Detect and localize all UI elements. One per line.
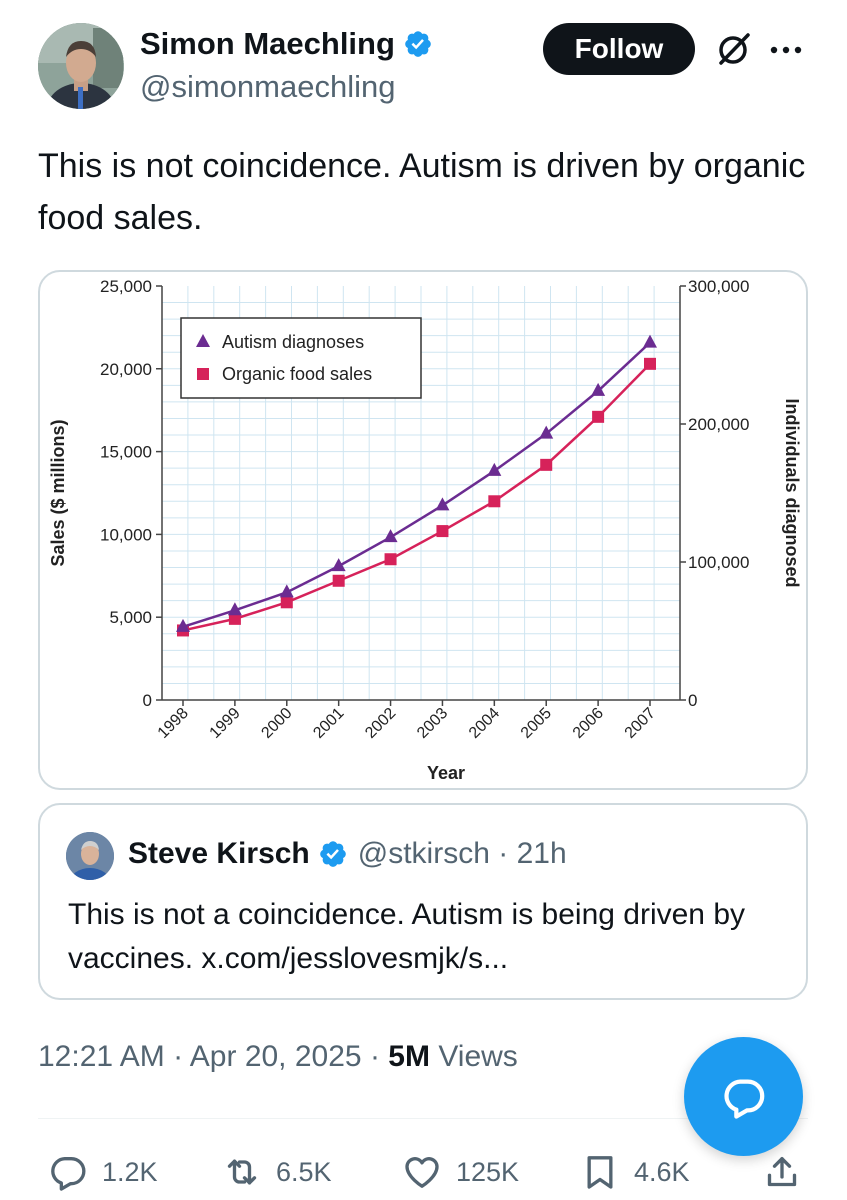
y-right-tick-label: 200,000 — [688, 415, 749, 434]
divider — [38, 1118, 808, 1119]
tweet-text: This is not coincidence. Autism is drive… — [38, 147, 806, 237]
x-axis-label: Year — [427, 763, 465, 783]
repost-button[interactable]: 6.5K — [222, 1150, 332, 1194]
views-label: Views — [438, 1040, 518, 1073]
quote-separator: · — [498, 837, 509, 870]
data-point-square — [280, 596, 293, 609]
quote-author-handle: @stkirsch — [357, 837, 490, 870]
data-point-triangle — [279, 584, 294, 598]
legend-marker-triangle — [196, 334, 210, 347]
y-left-tick-label: 25,000 — [100, 277, 152, 296]
data-point-triangle — [331, 558, 346, 572]
x-tick-label: 1999 — [207, 705, 244, 742]
reply-button[interactable]: 1.2K — [48, 1150, 158, 1194]
author-handle[interactable]: @simonmaechling — [140, 69, 396, 104]
y-left-tick-label: 15,000 — [100, 443, 152, 462]
quote-author-name: Steve Kirsch — [128, 837, 310, 870]
data-point-square — [592, 410, 605, 423]
author-avatar[interactable] — [38, 23, 124, 109]
data-point-square — [644, 357, 656, 370]
tweet-date: Apr 20, 2025 — [189, 1040, 362, 1073]
data-point-square — [488, 495, 501, 508]
y-right-tick-label: 0 — [688, 691, 697, 710]
compose-reply-fab[interactable] — [684, 1037, 803, 1156]
y-right-tick-label: 100,000 — [688, 553, 749, 572]
x-tick-label: 2000 — [258, 705, 295, 742]
quote-text: This is not a coincidence. Autism is bei… — [68, 898, 746, 975]
grok-icon[interactable] — [715, 29, 755, 69]
y-left-tick-label: 0 — [143, 691, 152, 710]
meta-separator: · — [369, 1040, 380, 1073]
share-button[interactable] — [762, 1150, 802, 1194]
reply-icon — [51, 1157, 86, 1191]
x-tick-label: 1998 — [155, 705, 192, 742]
y-right-axis-label: Individuals diagnosed — [782, 398, 802, 587]
more-options-icon[interactable] — [766, 30, 806, 70]
series-line — [182, 362, 651, 632]
bookmark-button[interactable]: 4.6K — [580, 1150, 690, 1194]
legend-label: Autism diagnoses — [222, 332, 364, 352]
data-point-square — [384, 553, 397, 566]
like-count: 125K — [456, 1156, 520, 1187]
x-tick-label: 2004 — [466, 705, 503, 742]
legend-label: Organic food sales — [222, 364, 372, 384]
repost-icon — [227, 1159, 257, 1185]
share-icon — [767, 1157, 797, 1187]
x-tick-label: 2002 — [362, 705, 399, 742]
data-point-square — [332, 574, 345, 587]
data-point-square — [228, 612, 241, 625]
reply-count: 1.2K — [102, 1156, 158, 1187]
data-point-triangle — [539, 425, 554, 439]
follow-button[interactable]: Follow — [543, 23, 695, 75]
legend-box — [180, 317, 422, 399]
quote-timestamp: 21h — [516, 837, 567, 870]
data-point-triangle — [643, 334, 657, 348]
data-point-triangle — [176, 618, 190, 632]
quote-verified-badge-icon — [319, 841, 346, 867]
verified-badge-icon — [405, 31, 431, 57]
data-point-triangle — [435, 497, 450, 511]
chart-image-card[interactable]: 0 5,000 10,000 15,000 20,000 25,000 0 100,000 20… — [38, 270, 808, 790]
data-point-square — [436, 525, 449, 538]
data-point-triangle — [591, 382, 606, 396]
data-point-triangle — [487, 462, 502, 476]
y-left-tick-label: 20,000 — [100, 360, 152, 379]
repost-count: 6.5K — [276, 1156, 332, 1187]
tweet-meta: 12:21 AM · Apr 20, 2025 · 5M Views — [38, 1040, 518, 1074]
author-name-text[interactable]: Simon Maechling — [140, 26, 395, 61]
series-line — [182, 341, 651, 629]
x-tick-label: 2001 — [310, 705, 347, 742]
views-count: 5M — [388, 1040, 430, 1073]
quote-header: Steve Kirsch @stkirsch · 21h — [128, 837, 567, 871]
y-left-tick-label: 10,000 — [100, 525, 152, 544]
chat-bubble-icon — [723, 1079, 764, 1119]
y-left-tick-label: 5,000 — [109, 608, 152, 627]
x-tick-label: 2006 — [570, 705, 607, 742]
bookmark-icon — [587, 1156, 613, 1189]
tweet-time: 12:21 AM — [38, 1040, 165, 1073]
heart-icon — [405, 1157, 439, 1188]
quote-author-avatar — [66, 832, 114, 880]
y-right-tick-label: 300,000 — [688, 277, 749, 296]
y-left-axis-label: Sales ($ millions) — [48, 419, 68, 566]
data-point-square — [540, 458, 553, 471]
quoted-tweet-card[interactable]: Steve Kirsch @stkirsch · 21h This is not… — [38, 803, 808, 1000]
author-name[interactable]: Simon Maechling — [140, 26, 433, 62]
like-button[interactable]: 125K — [402, 1150, 519, 1194]
meta-separator: · — [173, 1040, 184, 1073]
data-point-triangle — [383, 529, 398, 543]
chart: 0 5,000 10,000 15,000 20,000 25,000 0 100,000 20… — [48, 277, 802, 783]
bookmark-count: 4.6K — [634, 1156, 690, 1187]
x-tick-label: 2007 — [622, 705, 659, 742]
legend-marker-square — [197, 368, 209, 380]
x-tick-label: 2003 — [414, 705, 451, 742]
x-tick-label: 2005 — [518, 705, 555, 742]
data-point-triangle — [227, 602, 242, 616]
